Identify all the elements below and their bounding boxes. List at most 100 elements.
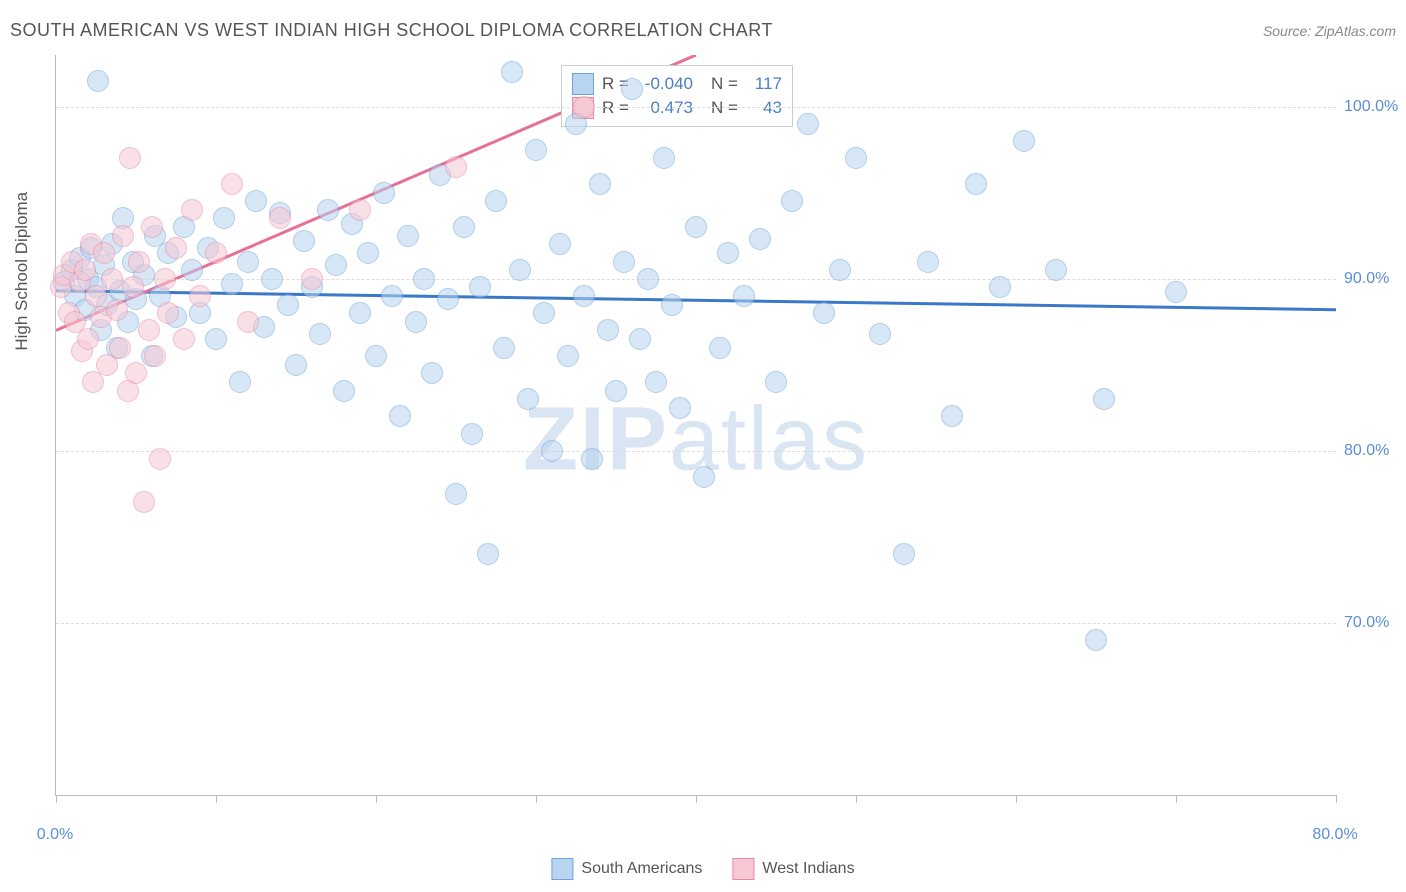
gridline-h: [56, 623, 1336, 624]
scatter-point: [325, 254, 347, 276]
legend-swatch-b: [732, 858, 754, 880]
scatter-point: [541, 440, 563, 462]
scatter-point: [138, 319, 160, 341]
gridline-h: [56, 279, 1336, 280]
scatter-point: [1085, 629, 1107, 651]
scatter-point: [1093, 388, 1115, 410]
scatter-point: [501, 61, 523, 83]
scatter-point: [893, 543, 915, 565]
scatter-point: [373, 182, 395, 204]
stat-n-label: N =: [711, 74, 739, 94]
scatter-point: [293, 230, 315, 252]
scatter-point: [154, 268, 176, 290]
xtick: [376, 795, 377, 803]
scatter-point: [106, 299, 128, 321]
scatter-point: [485, 190, 507, 212]
scatter-point: [205, 242, 227, 264]
chart-source: Source: ZipAtlas.com: [1263, 23, 1396, 39]
scatter-point: [277, 294, 299, 316]
scatter-point: [109, 337, 131, 359]
scatter-point: [733, 285, 755, 307]
scatter-point: [445, 483, 467, 505]
scatter-point: [589, 173, 611, 195]
scatter-point: [317, 199, 339, 221]
scatter-point: [237, 251, 259, 273]
scatter-point: [557, 345, 579, 367]
gridline-h: [56, 107, 1336, 108]
scatter-point: [128, 251, 150, 273]
scatter-point: [309, 323, 331, 345]
scatter-point: [333, 380, 355, 402]
scatter-point: [349, 199, 371, 221]
xtick: [696, 795, 697, 803]
scatter-point: [917, 251, 939, 273]
watermark-bold: ZIP: [523, 389, 669, 489]
stat-r-value: -0.040: [638, 74, 693, 94]
legend-label-b: West Indians: [762, 860, 854, 878]
scatter-point: [621, 78, 643, 100]
scatter-point: [144, 345, 166, 367]
stat-n-value: 43: [747, 98, 782, 118]
trend-line: [56, 291, 1336, 310]
scatter-point: [405, 311, 427, 333]
scatter-point: [357, 242, 379, 264]
legend-item-south-americans: South Americans: [551, 858, 702, 880]
scatter-point: [173, 328, 195, 350]
scatter-point: [213, 207, 235, 229]
scatter-point: [82, 371, 104, 393]
scatter-point: [653, 147, 675, 169]
scatter-point: [165, 237, 187, 259]
scatter-point: [613, 251, 635, 273]
scatter-point: [581, 448, 603, 470]
scatter-point: [437, 288, 459, 310]
scatter-point: [1165, 281, 1187, 303]
scatter-point: [509, 259, 531, 281]
scatter-point: [157, 302, 179, 324]
scatter-point: [229, 371, 251, 393]
scatter-point: [845, 147, 867, 169]
xtick-label: 0.0%: [37, 826, 73, 844]
scatter-point: [533, 302, 555, 324]
stats-row: R =0.473N =43: [572, 96, 782, 120]
scatter-point: [749, 228, 771, 250]
stat-n-value: 117: [747, 74, 782, 94]
scatter-point: [965, 173, 987, 195]
gridline-h: [56, 451, 1336, 452]
scatter-point: [525, 139, 547, 161]
scatter-point: [549, 233, 571, 255]
stats-legend-box: R =-0.040N =117R =0.473N =43: [561, 65, 793, 127]
scatter-point: [453, 216, 475, 238]
scatter-point: [717, 242, 739, 264]
scatter-point: [122, 276, 144, 298]
scatter-point: [365, 345, 387, 367]
scatter-point: [237, 311, 259, 333]
scatter-point: [597, 319, 619, 341]
scatter-point: [645, 371, 667, 393]
scatter-point: [709, 337, 731, 359]
chart-title: SOUTH AMERICAN VS WEST INDIAN HIGH SCHOO…: [10, 20, 773, 41]
scatter-point: [349, 302, 371, 324]
scatter-point: [93, 242, 115, 264]
scatter-point: [469, 276, 491, 298]
scatter-point: [269, 207, 291, 229]
scatter-point: [829, 259, 851, 281]
scatter-point: [87, 70, 109, 92]
scatter-point: [493, 337, 515, 359]
scatter-point: [669, 397, 691, 419]
scatter-point: [781, 190, 803, 212]
scatter-point: [149, 448, 171, 470]
scatter-point: [205, 328, 227, 350]
scatter-point: [685, 216, 707, 238]
xtick: [1016, 795, 1017, 803]
stats-swatch: [572, 73, 594, 95]
scatter-point: [629, 328, 651, 350]
scatter-point: [869, 323, 891, 345]
scatter-point: [413, 268, 435, 290]
xtick: [56, 795, 57, 803]
xtick: [1336, 795, 1337, 803]
bottom-legend: South Americans West Indians: [551, 858, 854, 880]
ytick-label: 70.0%: [1344, 614, 1399, 632]
scatter-point: [1013, 130, 1035, 152]
stat-r-value: 0.473: [638, 98, 693, 118]
plot-area: ZIPatlas R =-0.040N =117R =0.473N =43 70…: [55, 55, 1336, 796]
